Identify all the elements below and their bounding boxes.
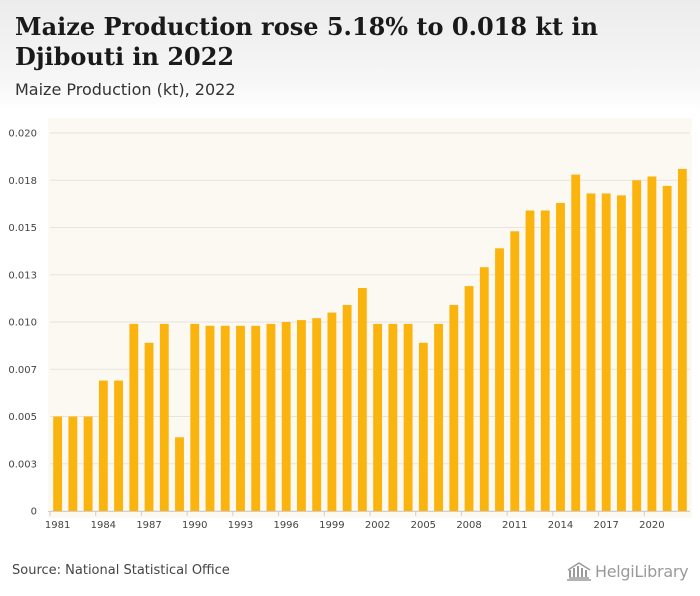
bar-2011[interactable] [510, 231, 520, 511]
bar-2015[interactable] [571, 174, 581, 511]
x-tick-label: 1993 [228, 520, 253, 531]
bar-1984[interactable] [98, 380, 108, 511]
bar-2000[interactable] [342, 304, 352, 511]
bar-2010[interactable] [495, 248, 504, 512]
y-tick-label: 0.018 [8, 176, 37, 187]
bar-1997[interactable] [297, 320, 306, 511]
bar-2008[interactable] [464, 286, 474, 511]
y-tick-label: 0.007 [8, 365, 37, 376]
bar-2021[interactable] [662, 185, 672, 512]
bar-1991[interactable] [205, 325, 215, 511]
bar-1982[interactable] [68, 416, 78, 512]
bar-2017[interactable] [601, 193, 611, 512]
bar-1992[interactable] [220, 325, 230, 511]
x-tick-label: 2002 [365, 520, 390, 531]
bar-1983[interactable] [83, 416, 93, 512]
brand-logo[interactable]: HelgiLibrary [566, 560, 689, 582]
bar-1999[interactable] [327, 312, 337, 511]
x-tick-label: 2020 [639, 520, 664, 531]
y-tick-label: 0.010 [8, 318, 37, 329]
bar-2007[interactable] [449, 304, 459, 511]
x-tick-label: 1999 [319, 520, 344, 531]
bar-2019[interactable] [632, 180, 642, 511]
x-tick-label: 1984 [91, 520, 116, 531]
bar-1998[interactable] [312, 318, 322, 511]
y-tick-label: 0.020 [8, 129, 37, 140]
bar-1993[interactable] [236, 325, 245, 511]
y-tick-label: 0.005 [8, 412, 37, 423]
bar-2012[interactable] [525, 210, 535, 512]
bar-1990[interactable] [190, 323, 200, 511]
bar-2013[interactable] [540, 210, 550, 512]
bar-1994[interactable] [251, 325, 261, 511]
bar-2014[interactable] [556, 202, 565, 511]
bar-1987[interactable] [144, 342, 154, 511]
bar-2020[interactable] [647, 176, 657, 511]
bar-1981[interactable] [53, 416, 63, 512]
source-note: Source: National Statistical Office [12, 563, 230, 578]
bar-2003[interactable] [388, 323, 398, 511]
bar-1989[interactable] [175, 437, 184, 511]
y-tick-label: 0.013 [8, 270, 37, 281]
y-tick-label: 0 [31, 507, 37, 518]
chart-title: Maize Production rose 5.18% to 0.018 kt … [15, 12, 599, 71]
x-tick-label: 2008 [456, 520, 481, 531]
x-tick-label: 1990 [182, 520, 207, 531]
x-tick-label: 1981 [45, 520, 70, 531]
chart-subtitle: Maize Production (kt), 2022 [15, 80, 236, 99]
bar-1996[interactable] [281, 322, 291, 511]
bar-2018[interactable] [617, 195, 626, 511]
bar-1986[interactable] [129, 323, 139, 511]
x-tick-label: 2017 [593, 520, 618, 531]
library-building-icon [567, 562, 591, 581]
x-tick-label: 2005 [411, 520, 436, 531]
bar-2006[interactable] [434, 323, 443, 511]
bar-2009[interactable] [479, 267, 489, 511]
bar-1995[interactable] [266, 323, 276, 511]
bar-1988[interactable] [159, 323, 169, 511]
bar-2001[interactable] [357, 287, 367, 511]
bar-2002[interactable] [373, 323, 383, 511]
x-tick-label: 2014 [548, 520, 573, 531]
x-tick-label: 1987 [136, 520, 161, 531]
x-tick-label: 1996 [273, 520, 298, 531]
bar-2016[interactable] [586, 193, 596, 512]
y-tick-label: 0.015 [8, 223, 37, 234]
brand-name: HelgiLibrary [595, 561, 689, 581]
bar-1985[interactable] [114, 380, 123, 511]
header-band: Maize Production rose 5.18% to 0.018 kt … [0, 0, 700, 112]
bar-2004[interactable] [403, 323, 413, 511]
x-tick-label: 2011 [502, 520, 527, 531]
bar-2022[interactable] [677, 168, 687, 511]
y-tick-label: 0.003 [8, 459, 37, 470]
bar-2005[interactable] [418, 342, 428, 511]
plot-area [48, 118, 692, 518]
